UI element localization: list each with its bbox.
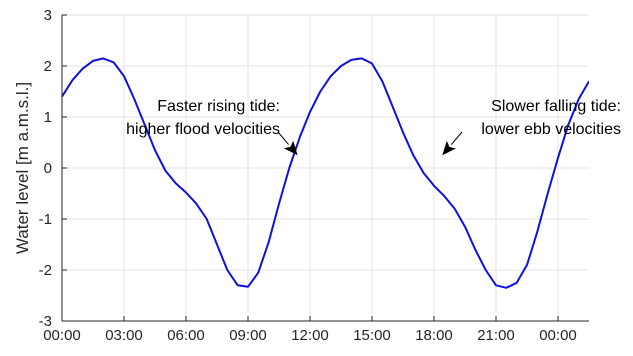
y-axis-label: Water level [m a.m.s.l.] (13, 82, 32, 254)
annotation-arrow-shaft (277, 131, 289, 145)
x-tick-label: 18:00 (415, 327, 453, 344)
x-tick-label: 06:00 (167, 327, 205, 344)
x-tick-label: 03:00 (105, 327, 143, 344)
y-tick-label: 3 (44, 7, 52, 24)
y-tick-label: -2 (39, 262, 52, 279)
annotation-arrow-head (284, 140, 298, 156)
annotation-arrow-shaft (450, 131, 463, 145)
annotations: Faster rising tide: higher flood velociti… (126, 98, 621, 156)
y-tick-label: 2 (44, 58, 52, 75)
x-tick-label: 00:00 (539, 327, 577, 344)
y-tick-label: 0 (44, 160, 52, 177)
x-tick-label: 12:00 (291, 327, 329, 344)
x-tick-label: 00:00 (43, 327, 81, 344)
axes (61, 14, 589, 322)
annotation-text-line: Slower falling tide: (491, 98, 621, 115)
y-tick-label: 1 (44, 109, 52, 126)
annotation-text-line: lower ebb velocities (481, 121, 621, 138)
x-tick-label: 09:00 (229, 327, 267, 344)
tick-labels: 00:00 03:00 06:00 09:00 12:00 15:00 18:00 21:00… (39, 7, 577, 344)
y-tick-label: -1 (39, 211, 52, 228)
annotation-arrow-head (442, 140, 456, 156)
x-tick-label: 15:00 (353, 327, 391, 344)
series-line-group (62, 57, 589, 289)
water-level-line (62, 57, 589, 289)
annotation-text-line: Faster rising tide: (157, 98, 280, 115)
annotation-text-line: higher flood velocities (126, 121, 280, 138)
x-tick-label: 21:00 (477, 327, 515, 344)
y-tick-label: -3 (39, 313, 52, 330)
